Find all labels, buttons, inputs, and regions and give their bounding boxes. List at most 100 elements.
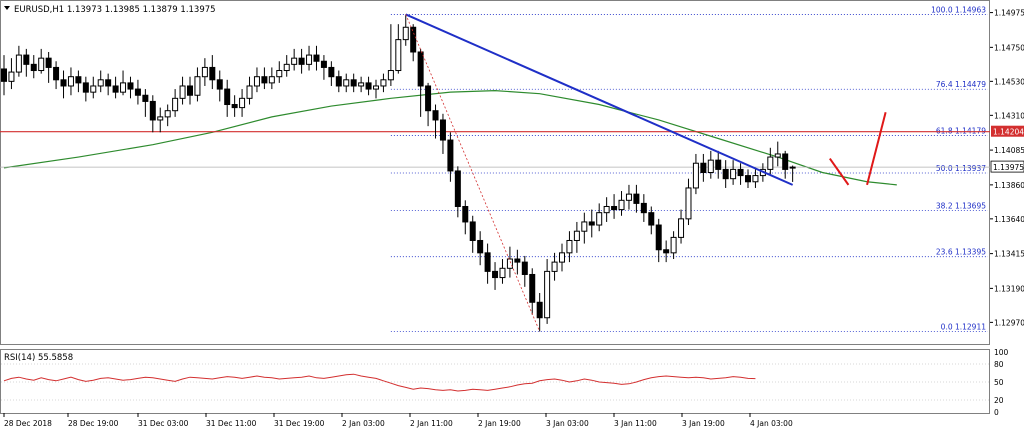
bear-candle bbox=[320, 60, 327, 68]
bull-candle bbox=[283, 63, 290, 72]
bear-candle bbox=[60, 79, 67, 87]
bear-candle bbox=[432, 110, 439, 121]
time-tick-label: 31 Dec 19:00 bbox=[274, 419, 325, 428]
bull-candle bbox=[566, 239, 573, 254]
bear-candle bbox=[298, 57, 305, 65]
bull-candle bbox=[559, 252, 565, 263]
bull-candle bbox=[291, 57, 298, 65]
bull-candle bbox=[38, 57, 45, 72]
bear-candle bbox=[611, 205, 618, 211]
bear-candle bbox=[521, 261, 528, 275]
time-tick-label: 31 Dec 03:00 bbox=[138, 419, 189, 428]
time-tick-label: 2 Jan 03:00 bbox=[342, 419, 385, 428]
time-tick-label: 31 Dec 11:00 bbox=[206, 419, 257, 428]
bull-candle bbox=[395, 39, 402, 72]
price-tick-label: 1.14750 bbox=[994, 43, 1024, 52]
bear-candle bbox=[715, 159, 722, 170]
rsi-panel-frame bbox=[0, 349, 990, 414]
bear-candle bbox=[514, 258, 521, 263]
bear-candle bbox=[462, 205, 469, 223]
price-tick-label: 1.13860 bbox=[994, 181, 1024, 190]
rsi-layer: 100 80 50 20 0 bbox=[1, 348, 1009, 417]
bear-candle bbox=[633, 193, 640, 204]
bull-candle bbox=[157, 116, 164, 121]
bull-candle bbox=[268, 76, 275, 84]
bull-candle bbox=[685, 187, 692, 220]
bear-candle bbox=[410, 26, 417, 53]
symbol-header: EURUSD,H1 1.13973 1.13985 1.13879 1.1397… bbox=[14, 5, 216, 15]
bear-candle bbox=[477, 239, 484, 254]
bear-candle bbox=[350, 79, 357, 87]
bear-candle bbox=[335, 76, 342, 87]
bear-candle bbox=[484, 252, 491, 272]
bear-candle bbox=[224, 88, 231, 106]
fib-level-label: 50.0 1.13937 bbox=[936, 164, 986, 173]
time-tick-label: 2 Jan 19:00 bbox=[478, 419, 521, 428]
bear-candle bbox=[328, 66, 335, 78]
time-axis: 28 Dec 2018 28 Dec 19:00 31 Dec 03:00 31 De… bbox=[3, 413, 793, 428]
bull-candle bbox=[276, 70, 283, 78]
bearish-trendline bbox=[405, 13, 794, 186]
price-axis: 1.14975 1.14750 1.14530 1.14310 1.14085 1.138… bbox=[990, 9, 1024, 327]
time-tick-label: 4 Jan 03:00 bbox=[750, 419, 793, 428]
bear-candle bbox=[425, 85, 432, 112]
bull-candle bbox=[194, 76, 201, 96]
bull-candle bbox=[97, 79, 104, 87]
bear-candle bbox=[722, 168, 729, 180]
bull-candle bbox=[692, 162, 699, 189]
rsi-level-label: 0 bbox=[994, 408, 999, 417]
rsi-level-label: 80 bbox=[994, 360, 1004, 369]
bear-candle bbox=[737, 168, 744, 177]
bear-candle bbox=[142, 94, 149, 102]
bull-candle bbox=[164, 110, 171, 118]
bear-candle bbox=[112, 85, 119, 93]
price-tick-label: 1.12970 bbox=[994, 318, 1024, 327]
bear-candle bbox=[439, 119, 446, 141]
bull-candle bbox=[767, 156, 774, 170]
price-panel-frame bbox=[0, 0, 990, 345]
chart-menu-triangle-icon[interactable] bbox=[4, 6, 10, 10]
bull-candle bbox=[179, 85, 186, 99]
bull-candle bbox=[343, 79, 350, 87]
bear-candle bbox=[365, 82, 372, 90]
bull-candle bbox=[707, 159, 714, 173]
bear-candle bbox=[75, 76, 82, 84]
bull-candle bbox=[90, 85, 97, 93]
overlay-layer bbox=[405, 13, 887, 332]
bull-candle bbox=[573, 230, 580, 241]
bull-candle bbox=[581, 221, 588, 232]
bull-candle bbox=[239, 97, 246, 109]
bear-candle bbox=[313, 54, 320, 62]
bull-candle bbox=[358, 82, 365, 87]
current-price-badge bbox=[990, 160, 1024, 173]
fibonacci-layer: 100.0 1.14963 76.4 1.14479 61.8 1.14179 50.… bbox=[390, 5, 988, 332]
fib-level-label: 61.8 1.14179 bbox=[936, 127, 986, 136]
bull-candle bbox=[380, 79, 387, 87]
bull-candle bbox=[120, 82, 127, 93]
price-tick-label: 1.14975 bbox=[994, 9, 1024, 18]
bear-candle bbox=[216, 79, 223, 90]
rsi-label: RSI(14) 55.5858 bbox=[4, 353, 73, 363]
bull-candle bbox=[67, 76, 74, 87]
bull-candle bbox=[603, 205, 610, 214]
bull-candle bbox=[499, 267, 506, 279]
rsi-level-label: 100 bbox=[994, 348, 1009, 357]
bear-candle bbox=[655, 224, 662, 251]
bull-candle bbox=[246, 85, 253, 99]
bear-candle bbox=[663, 249, 670, 254]
bear-candle bbox=[149, 100, 156, 121]
time-tick-label: 28 Dec 2018 bbox=[4, 419, 52, 428]
bear-candle bbox=[700, 162, 707, 174]
fib-level-label: 23.6 1.13395 bbox=[936, 248, 986, 257]
bear-candle bbox=[417, 51, 424, 87]
bear-candle bbox=[529, 273, 536, 303]
current-price-label: 1.13975 bbox=[993, 163, 1024, 172]
bull-candle bbox=[618, 199, 625, 211]
price-tick-label: 1.13190 bbox=[994, 284, 1024, 293]
bull-candle bbox=[373, 85, 379, 90]
price-lines-layer bbox=[0, 131, 990, 168]
rsi-level-label: 20 bbox=[994, 396, 1004, 405]
time-tick-label: 3 Jan 11:00 bbox=[614, 419, 657, 428]
moving-average-layer bbox=[3, 90, 897, 186]
